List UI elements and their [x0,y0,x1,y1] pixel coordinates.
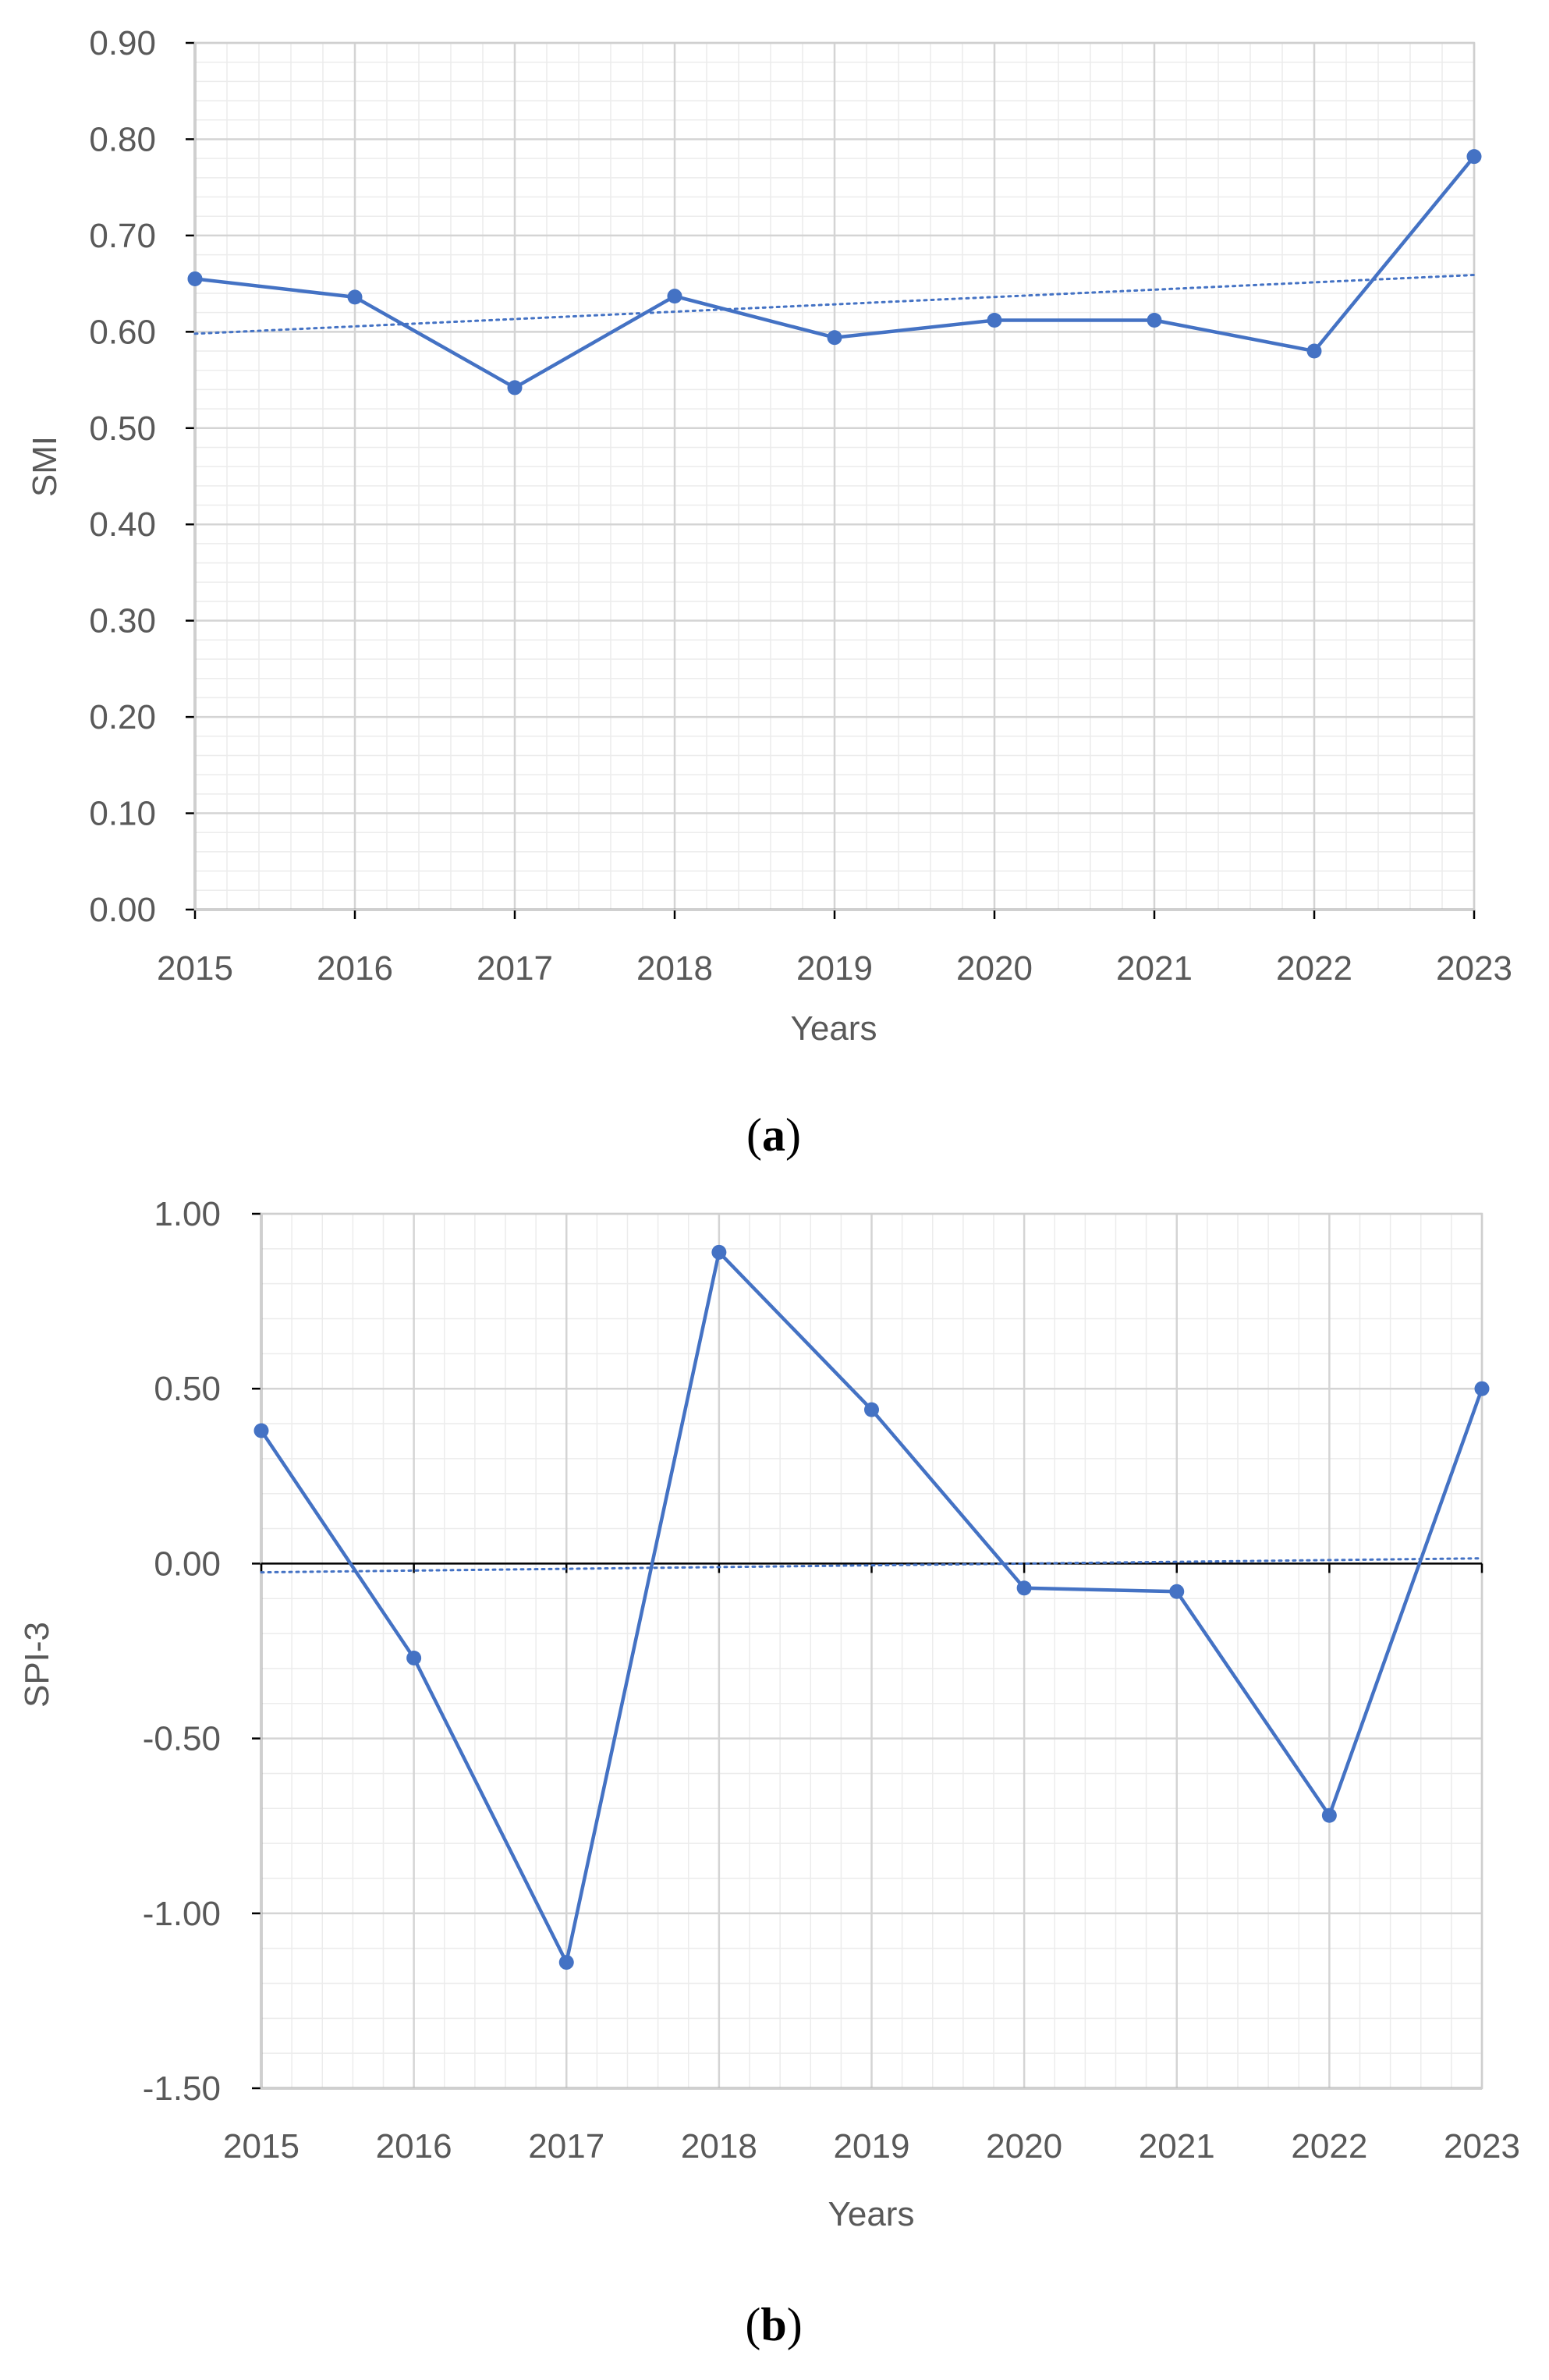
chart-smi: 0.00 0.10 0.20 0.30 0.40 0.50 0.60 0.70 0.80 0.90… [26,24,1512,1161]
data-point-2021 [1169,1584,1185,1599]
y-tick-label: -0.50 [143,1720,221,1758]
trendline-path [193,274,1476,335]
chart-spi3: -1.50 -1.00 -0.50 0.00 0.50 1.00 2015 2016 2017… [18,1195,1520,2350]
x-tick-labels: 2015 2016 2017 2018 2019 2020 2021 2022 2023 [223,2127,1520,2165]
data-point-2019 [827,330,842,346]
y-tick-label: 0.50 [154,1370,221,1408]
x-tick-label: 2022 [1276,949,1352,988]
x-tick-label: 2021 [1116,949,1193,988]
y-tick-label: 1.00 [154,1195,221,1233]
data-point-2020 [1016,1580,1032,1596]
y-tick-label: 0.60 [89,313,156,351]
x-tick-label: 2017 [477,949,553,988]
y-tick-label: 0.80 [89,120,156,158]
x-tick-label: 2019 [796,949,873,988]
y-tick-label: -1.50 [143,2070,221,2108]
data-point-2020 [987,313,1002,328]
trendline [260,1557,1483,1574]
y-tick-labels: -1.50 -1.00 -0.50 0.00 0.50 1.00 [143,1195,221,2108]
x-tick-label: 2020 [956,949,1033,988]
caption-a: (a) [746,1109,801,1161]
plot-frame [260,1212,1483,2090]
y-tick-label: 0.70 [89,217,156,255]
x-tick-label: 2015 [157,949,233,988]
y-tick-labels: 0.00 0.10 0.20 0.30 0.40 0.50 0.60 0.70 0.80 0.90 [89,24,156,929]
data-point-2021 [1147,313,1162,328]
trendline [193,274,1476,335]
plot-frame [193,41,1476,911]
minor-grid [195,43,1474,910]
x-tick-label: 2019 [834,2127,910,2165]
series-line [187,149,1482,395]
data-point-2018 [711,1244,727,1260]
y-tick-label: 0.90 [89,24,156,62]
y-tick-label: 0.50 [89,410,156,448]
y-tick-label: 0.30 [89,602,156,640]
x-tick-label: 2020 [986,2127,1062,2165]
x-tick-label: 2023 [1444,2127,1520,2165]
series-line [253,1244,1490,1970]
x-tick-label: 2018 [636,949,713,988]
x-tick-label: 2023 [1436,949,1512,988]
x-tick-label: 2017 [528,2127,604,2165]
y-tick-label: 0.10 [89,795,156,833]
y-axis-title: SPI-3 [18,1622,56,1708]
caption-b: (b) [745,2299,802,2350]
y-tick-label: -1.00 [143,1895,221,1933]
x-tick-label: 2018 [681,2127,757,2165]
x-tick-label: 2016 [376,2127,452,2165]
x-tick-label: 2022 [1291,2127,1367,2165]
data-point-2019 [864,1402,879,1417]
y-tick-label: 0.40 [89,505,156,544]
data-point-2015 [253,1423,269,1438]
data-point-2023 [1474,1381,1490,1396]
x-tick-labels: 2015 2016 2017 2018 2019 2020 2021 2022 2023 [157,949,1512,988]
caption-letter: b [760,2299,786,2350]
y-tick-label: 0.00 [89,891,156,929]
caption-letter: a [762,1109,785,1161]
y-tick-label: 0.20 [89,698,156,736]
data-point-2017 [558,1955,574,1970]
data-point-2022 [1306,343,1322,359]
trendline-path [260,1557,1483,1574]
data-point-2015 [187,271,203,286]
x-tick-label: 2016 [317,949,393,988]
x-tick-label: 2015 [223,2127,300,2165]
major-grid [252,1212,1483,2090]
x-tick-label: 2021 [1139,2127,1215,2165]
data-point-2016 [406,1650,422,1665]
data-point-2018 [667,289,682,304]
data-point-2022 [1321,1807,1337,1823]
x-axis-title: Years [828,2195,915,2233]
y-axis-title: SMI [26,436,64,497]
major-grid [186,41,1476,919]
data-point-2016 [347,289,363,305]
data-point-2023 [1466,149,1482,165]
data-point-2017 [507,380,523,395]
y-tick-label: 0.00 [154,1545,221,1583]
x-axis-title: Years [791,1009,877,1048]
